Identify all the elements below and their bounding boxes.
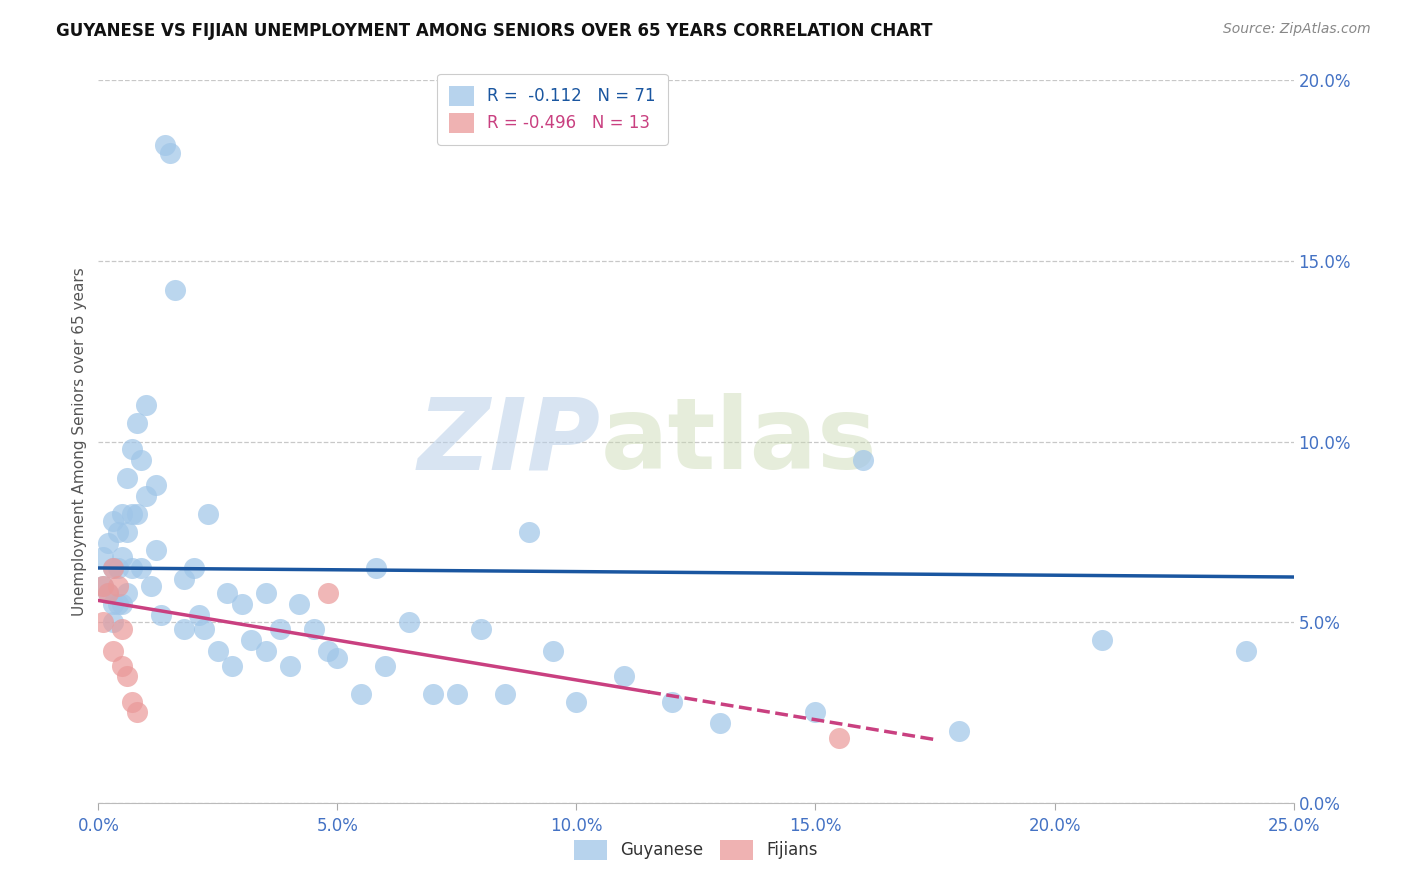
Point [121, 695, 143, 709]
Legend: Guyanese, Fijians: Guyanese, Fijians [567, 833, 825, 867]
Point [288, 597, 311, 611]
Point [207, 644, 229, 658]
Text: GUYANESE VS FIJIAN UNEMPLOYMENT AMONG SENIORS OVER 65 YEARS CORRELATION CHART: GUYANESE VS FIJIAN UNEMPLOYMENT AMONG SE… [56, 22, 932, 40]
Point [948, 723, 970, 738]
Point [494, 687, 516, 701]
Point [159, 145, 181, 160]
Point [187, 607, 209, 622]
Point [193, 623, 215, 637]
Point [107, 561, 129, 575]
Point [125, 706, 148, 720]
Point [828, 731, 851, 745]
Point [131, 452, 153, 467]
Point [107, 579, 129, 593]
Point [173, 572, 195, 586]
Point [139, 579, 162, 593]
Point [254, 644, 277, 658]
Point [149, 607, 172, 622]
Y-axis label: Unemployment Among Seniors over 65 years: Unemployment Among Seniors over 65 years [72, 268, 87, 615]
Point [316, 644, 339, 658]
Point [709, 716, 731, 731]
Point [101, 514, 124, 528]
Point [565, 695, 588, 709]
Point [661, 695, 683, 709]
Point [613, 669, 636, 683]
Point [101, 615, 124, 630]
Point [97, 586, 120, 600]
Point [115, 586, 138, 600]
Point [115, 524, 138, 539]
Point [125, 507, 148, 521]
Point [101, 597, 124, 611]
Point [804, 706, 827, 720]
Point [197, 507, 219, 521]
Point [107, 524, 129, 539]
Point [278, 658, 301, 673]
Point [115, 471, 138, 485]
Point [240, 633, 263, 648]
Point [446, 687, 468, 701]
Point [470, 623, 492, 637]
Point [121, 442, 143, 456]
Point [101, 561, 124, 575]
Point [163, 283, 186, 297]
Point [97, 535, 120, 549]
Point [91, 579, 114, 593]
Point [1234, 644, 1257, 658]
Point [135, 398, 157, 412]
Point [111, 658, 134, 673]
Point [101, 644, 124, 658]
Point [115, 669, 138, 683]
Point [111, 507, 134, 521]
Point [135, 489, 157, 503]
Point [350, 687, 373, 701]
Point [1091, 633, 1114, 648]
Point [422, 687, 444, 701]
Point [121, 507, 143, 521]
Point [125, 417, 148, 431]
Point [231, 597, 253, 611]
Point [131, 561, 153, 575]
Text: ZIP: ZIP [418, 393, 600, 490]
Point [91, 615, 114, 630]
Point [517, 524, 540, 539]
Point [101, 561, 124, 575]
Point [111, 597, 134, 611]
Point [316, 586, 339, 600]
Point [111, 623, 134, 637]
Point [145, 542, 167, 557]
Point [111, 550, 134, 565]
Point [852, 452, 875, 467]
Text: atlas: atlas [600, 393, 877, 490]
Point [155, 138, 177, 153]
Point [173, 623, 195, 637]
Point [302, 623, 325, 637]
Point [183, 561, 205, 575]
Point [107, 597, 129, 611]
Point [91, 550, 114, 565]
Point [364, 561, 387, 575]
Point [326, 651, 349, 665]
Point [221, 658, 243, 673]
Point [91, 579, 114, 593]
Point [541, 644, 564, 658]
Point [217, 586, 239, 600]
Point [145, 478, 167, 492]
Point [121, 561, 143, 575]
Point [269, 623, 291, 637]
Point [398, 615, 420, 630]
Point [374, 658, 396, 673]
Point [254, 586, 277, 600]
Point [97, 586, 120, 600]
Text: Source: ZipAtlas.com: Source: ZipAtlas.com [1223, 22, 1371, 37]
